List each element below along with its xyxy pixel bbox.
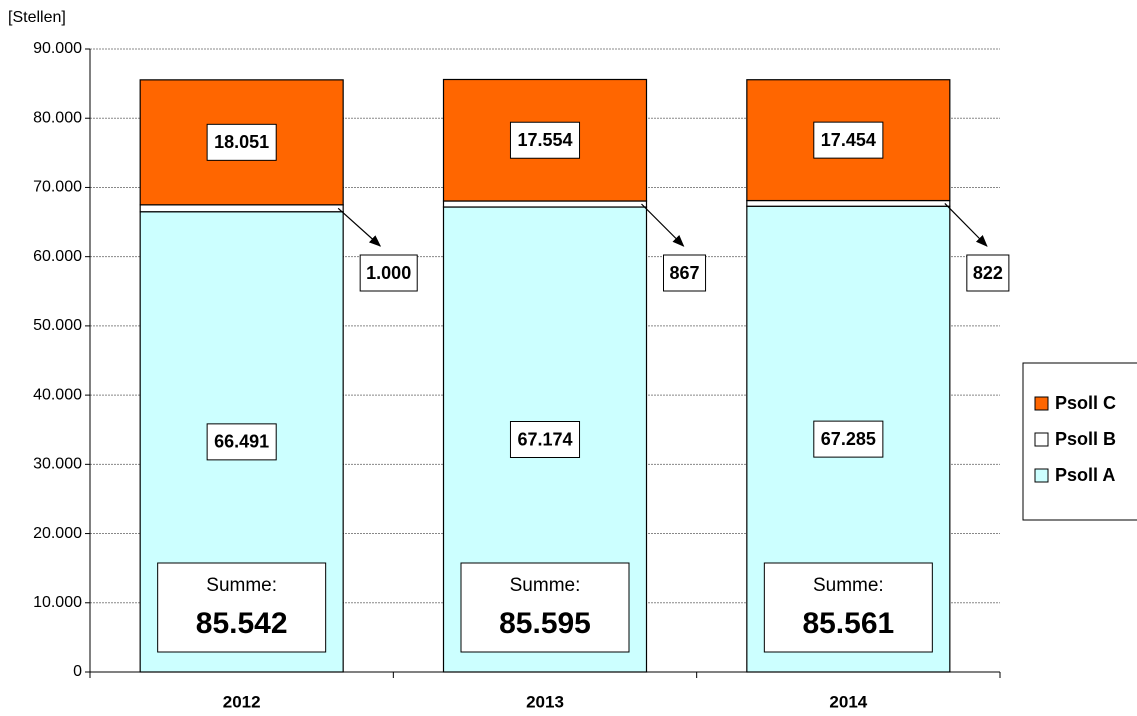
value-label-text: 17.454 xyxy=(821,130,876,150)
value-label: 17.454 xyxy=(813,121,884,159)
total-value: 85.542 xyxy=(196,607,288,640)
legend-label: Psoll A xyxy=(1055,465,1115,485)
y-tick-label: 70.000 xyxy=(33,179,82,196)
legend-swatch xyxy=(1034,468,1049,483)
total-value: 85.595 xyxy=(499,607,591,640)
legend-label: Psoll B xyxy=(1055,429,1116,449)
total-caption: Summe: xyxy=(206,575,277,596)
y-tick-label: 0 xyxy=(73,663,82,680)
legend-swatch xyxy=(1034,432,1049,447)
value-label: 67.285 xyxy=(813,420,884,458)
value-label-box xyxy=(813,121,884,159)
total-box xyxy=(460,562,630,653)
label-arrow xyxy=(337,207,382,247)
value-label: 18.051 xyxy=(206,123,277,161)
value-label: 17.554 xyxy=(509,121,581,159)
value-label-text: 18.051 xyxy=(214,132,269,152)
legend-swatch xyxy=(1034,396,1049,411)
value-label-text: 867 xyxy=(670,263,700,283)
value-label: 66.491 xyxy=(206,423,277,461)
value-label-text: 67.174 xyxy=(517,429,572,449)
y-axis-label: [Stellen] xyxy=(8,9,66,26)
x-tick-label: 2012 xyxy=(223,692,261,711)
value-label-box xyxy=(206,123,277,161)
value-label: 867 xyxy=(663,254,707,292)
y-tick-label: 20.000 xyxy=(33,525,82,542)
legend-label: Psoll C xyxy=(1055,393,1116,413)
label-arrow xyxy=(641,203,685,247)
value-label-box xyxy=(509,421,581,459)
x-tick-label: 2013 xyxy=(526,692,564,711)
value-label-box xyxy=(359,254,418,292)
y-tick-label: 80.000 xyxy=(33,109,82,126)
total-box xyxy=(763,562,933,653)
bar-segment xyxy=(139,79,344,206)
total-caption: Summe: xyxy=(813,575,884,596)
value-label-text: 1.000 xyxy=(366,263,411,283)
value-label-box xyxy=(509,121,581,159)
value-label-box xyxy=(966,254,1010,292)
y-tick-label: 60.000 xyxy=(33,248,82,265)
y-tick-label: 30.000 xyxy=(33,456,82,473)
bar-segment xyxy=(746,199,951,207)
value-label-text: 17.554 xyxy=(517,130,572,150)
value-label-text: 66.491 xyxy=(214,432,269,452)
value-label-box xyxy=(663,254,707,292)
y-tick-label: 50.000 xyxy=(33,317,82,334)
value-label-text: 822 xyxy=(973,263,1003,283)
total-caption: Summe: xyxy=(510,575,581,596)
total-box xyxy=(157,562,327,653)
x-tick-label: 2014 xyxy=(829,692,867,711)
value-label-box xyxy=(813,420,884,458)
value-label: 822 xyxy=(966,254,1010,292)
bar-segment xyxy=(442,200,648,208)
total-value: 85.561 xyxy=(802,607,894,640)
value-label: 1.000 xyxy=(359,254,418,292)
label-arrow xyxy=(944,202,988,247)
value-label: 67.174 xyxy=(509,421,581,459)
y-tick-label: 40.000 xyxy=(33,386,82,403)
bar-segment xyxy=(139,204,344,213)
y-tick-label: 10.000 xyxy=(33,594,82,611)
y-tick-label: 90.000 xyxy=(33,40,82,57)
value-label-box xyxy=(206,423,277,461)
value-label-text: 67.285 xyxy=(821,429,876,449)
